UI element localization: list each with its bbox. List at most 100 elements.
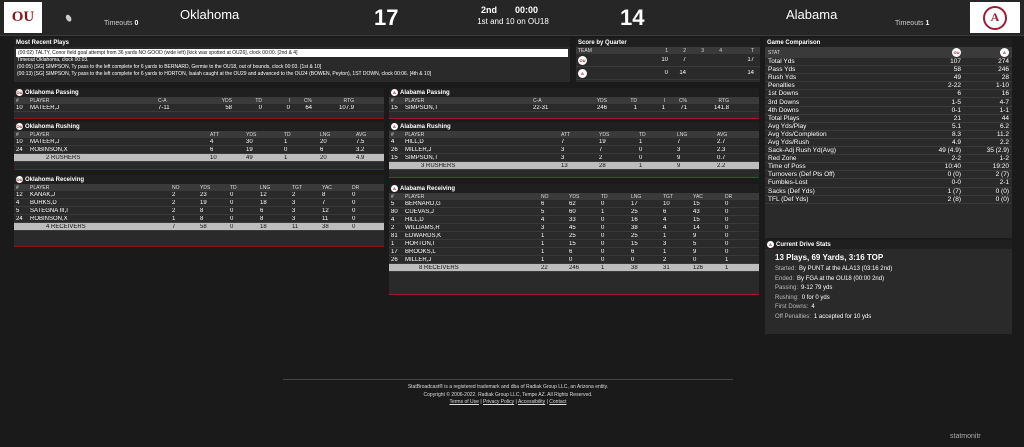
stat-value: 58 xyxy=(953,66,961,74)
copyright-text: Copyright © 2006-2022. Radiak Group LLC,… xyxy=(423,391,593,398)
comparison-row: Red Zone 2-2 1-2 xyxy=(765,155,1012,164)
footer-links: Terms of Use | Privacy Policy | Accessib… xyxy=(449,399,567,405)
alabama-passing-panel: A Alabama Passing # PLAYER C-A YDS TD I C… xyxy=(389,88,759,119)
panel-title: A Alabama Passing xyxy=(389,88,759,97)
panel-title: OU Oklahoma Rushing xyxy=(14,122,384,131)
stat-label: Avg Yds/Completion xyxy=(768,130,827,138)
comparison-row: Pass Yds 58 246 xyxy=(765,66,1012,75)
stat-value: 0-0 xyxy=(951,179,961,187)
stat-value: 19:20 xyxy=(992,163,1009,171)
game-clock: 00:00 xyxy=(515,5,539,15)
table-header: # PLAYER C-A YDS TD I C% RTG xyxy=(389,97,759,104)
stat-value: 11.2 xyxy=(996,130,1009,138)
accessibility-link[interactable]: Accessibility xyxy=(517,399,546,405)
stat-label: Total Plays xyxy=(768,114,800,122)
stat-value: 21 xyxy=(953,114,961,122)
table-row: 80 CUEVAS,J 5 60 1 25 6 43 0 xyxy=(389,208,759,216)
oklahoma-logo-small: OU xyxy=(16,176,23,183)
stat-label: TFL (Def Yds) xyxy=(768,195,809,203)
table-row: 2 WILLIAMS,R 3 45 0 38 4 14 0 xyxy=(389,224,759,232)
stat-value: 4.9 xyxy=(951,138,961,146)
stat-value: 2 (7) xyxy=(995,171,1009,179)
stat-value: 246 xyxy=(998,66,1009,74)
table-row: 26 MILLER,J 1 0 0 0 2 0 1 xyxy=(389,256,759,264)
stat-value: 2-2 xyxy=(951,155,961,163)
terms-link[interactable]: Terms of Use xyxy=(449,399,479,405)
table-row: 4 BURKS,D 2 19 0 18 3 7 0 xyxy=(14,199,384,207)
oklahoma-logo: OU xyxy=(4,2,42,33)
comparison-row: Avg Yds/Rush 4.9 2.2 xyxy=(765,138,1012,148)
stat-label: Turnovers (Def Pts Off) xyxy=(768,171,835,179)
table-row: OU 10 7 17 xyxy=(576,54,760,67)
home-timeouts: Timeouts 0 xyxy=(104,20,139,27)
stat-value: 28 xyxy=(1001,74,1009,82)
stat-value: 2 (8) xyxy=(947,195,961,203)
drive-stat-line: First Downs: 4 xyxy=(775,304,815,310)
stat-value: 16 xyxy=(1001,90,1009,98)
comparison-row: Time of Poss 10:40 19:20 xyxy=(765,163,1012,172)
contact-link[interactable]: Contact xyxy=(549,399,567,405)
stat-value: 2-22 xyxy=(947,82,961,90)
comparison-row: 1st Downs 6 16 xyxy=(765,90,1012,99)
table-header: # PLAYER ATT YDS TD LNG AVG xyxy=(14,131,384,138)
oklahoma-logo-small: OU xyxy=(578,55,587,65)
stat-value: 0 (0) xyxy=(995,187,1009,195)
stat-value: 0 (0) xyxy=(995,195,1009,203)
comparison-row: Avg Yds/Play 5.1 6.2 xyxy=(765,123,1012,131)
alabama-logo-small: A xyxy=(1000,48,1009,57)
table-row: 5 SATEGNA III,I 2 8 0 6 3 12 0 xyxy=(14,207,384,215)
highlighted-play: (00:02) TALTY, Conor field goal attempt … xyxy=(16,49,568,57)
table-row: A 0 14 14 xyxy=(576,67,760,80)
drive-stat-line: Rushing: 0 for 0 yds xyxy=(775,294,830,301)
score-by-quarter-panel: Score by Quarter TEAM 1 2 3 4 T OU 10 7 … xyxy=(576,38,760,82)
oklahoma-receiving-panel: OU Oklahoma Receiving # PLAYER NO YDS TD … xyxy=(14,175,384,247)
stat-value: 1-10 xyxy=(995,82,1009,90)
alabama-rushing-panel: A Alabama Rushing # PLAYER ATT YDS TD LNG… xyxy=(389,122,759,178)
stat-value: 8.3 xyxy=(951,130,961,138)
oklahoma-logo-small: OU xyxy=(16,123,23,130)
table-total-row: 4 RECEIVERS 7 58 0 18 11 38 0 xyxy=(14,223,384,231)
scoreboard-bar: OU ⬮ Timeouts 0 Oklahoma 17 2nd 00:00 1s… xyxy=(0,0,1024,36)
comparison-row: 4th Downs 0-1 1-1 xyxy=(765,107,1012,115)
stat-value: 10:40 xyxy=(944,163,961,171)
oklahoma-logo-small: OU xyxy=(16,89,23,96)
table-header: # PLAYER NO YDS TD LNG TGT YAC DR xyxy=(14,184,384,191)
trademark-text: StatBroadcast® is a registered trademark… xyxy=(407,384,609,390)
panel-title: OU Oklahoma Passing xyxy=(14,88,384,97)
stat-label: Fumbles-Lost xyxy=(768,179,808,187)
recent-plays-title: Most Recent Plays xyxy=(14,38,570,47)
comparison-rows: Total Yds 107 274 Pass Yds 58 246 Rush Yds 49 28… xyxy=(765,58,1012,204)
alabama-logo-small: A xyxy=(578,68,587,78)
table-row: 1 HORTON,I 1 15 0 15 3 5 0 xyxy=(389,240,759,248)
alabama-logo-small: A xyxy=(391,123,398,130)
drive-stat-line: Off Penalties: 1 accepted for 10 yds xyxy=(775,313,872,320)
play-item: (00:05) [SG] SIMPSON, Ty pass to the lef… xyxy=(17,64,322,70)
table-row: 15 SIMPSON,T 22-31 246 1 1 71 141.8 xyxy=(389,104,759,112)
comparison-row: TFL (Def Yds) 2 (8) 0 (0) xyxy=(765,196,1012,204)
table-row: 26 MILLER,J 3 7 0 3 2.3 xyxy=(389,146,759,154)
game-comparison-title: Game Comparison xyxy=(765,38,1012,47)
table-total-row: 3 RUSHERS 13 28 1 9 2.2 xyxy=(389,162,759,170)
alabama-logo-small: A xyxy=(391,89,398,96)
play-item: (00:13) [SG] SIMPSON, Ty pass to the lef… xyxy=(17,71,431,77)
home-score: 17 xyxy=(374,5,399,30)
drive-headline: 13 Plays, 69 Yards, 3:16 TOP xyxy=(775,253,884,262)
play-item: Timeout Oklahoma, clock 00:03. xyxy=(17,57,89,63)
table-row: 10 MATEER,J 4 30 1 20 7.5 xyxy=(14,138,384,146)
football-possession-icon: ⬮ xyxy=(63,12,74,24)
comparison-row: Sacks (Def Yds) 1 (7) 0 (0) xyxy=(765,188,1012,196)
stat-label: 1st Downs xyxy=(768,90,799,98)
stat-value: 1-5 xyxy=(951,98,961,106)
alabama-logo: A xyxy=(970,2,1020,33)
drive-lines: Started: By PUNT at the ALA13 (03:16 2nd)… xyxy=(775,265,1002,322)
stat-value: 35 (2.9) xyxy=(986,147,1009,155)
panel-title: A Alabama Receiving xyxy=(389,184,759,193)
stat-label: Avg Yds/Rush xyxy=(768,138,809,146)
stat-value: 4-7 xyxy=(999,98,1009,106)
comparison-row: Avg Yds/Completion 8.3 11.2 xyxy=(765,131,1012,139)
privacy-link[interactable]: Privacy Policy xyxy=(483,399,515,405)
stat-value: 44 xyxy=(1001,114,1009,122)
down-and-distance: 1st and 10 on OU18 xyxy=(477,17,549,26)
recent-plays-panel: Most Recent Plays (00:02) TALTY, Conor f… xyxy=(14,38,570,82)
table-row: 12 KANAK,J 2 23 0 12 2 8 0 xyxy=(14,191,384,199)
